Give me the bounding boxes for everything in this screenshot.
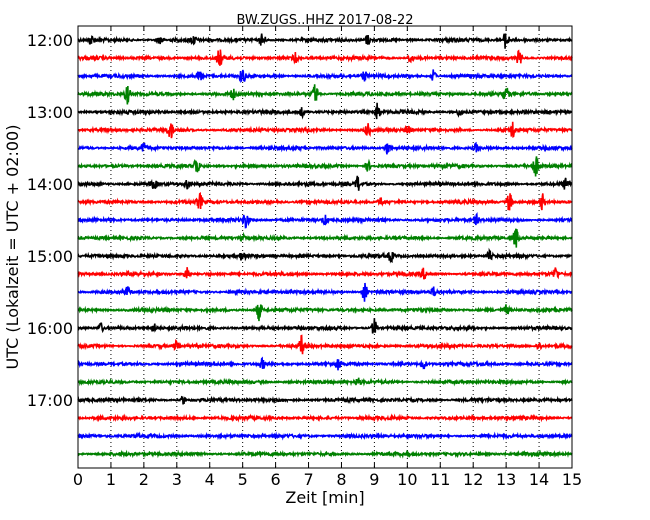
trace-line: [77, 282, 573, 302]
trace-line: [77, 156, 573, 177]
trace-line: [77, 33, 573, 49]
chart-title: BW.ZUGS..HHZ 2017-08-22: [236, 13, 413, 28]
y-tick-label: 17:00: [27, 391, 73, 410]
x-tick-label: 0: [73, 470, 83, 489]
x-tick-label: 8: [336, 470, 346, 489]
x-tick-label: 4: [205, 470, 215, 489]
x-tick-label: 13: [496, 470, 516, 489]
trace-line: [77, 304, 573, 322]
trace-line: [77, 49, 573, 66]
trace-line: [77, 356, 573, 371]
x-tick-label: 11: [430, 470, 450, 489]
x-tick-label: 9: [369, 470, 379, 489]
x-tick-label: 10: [397, 470, 417, 489]
x-tick-label: 7: [303, 470, 313, 489]
x-tick-label: 1: [106, 470, 116, 489]
trace-line: [77, 141, 573, 155]
x-tick-label: 15: [562, 470, 582, 489]
trace-line: [77, 102, 573, 120]
y-axis-label: UTC (Lokalzeit = UTC + 02:00): [3, 125, 22, 370]
trace-line: [77, 212, 573, 229]
x-axis-ticks: 0 1 2 3 4 5 6 7 8 9 10 11 12 13 14 15: [73, 26, 582, 489]
trace-line: [77, 395, 573, 405]
x-tick-label: 2: [139, 470, 149, 489]
trace-line: [77, 449, 573, 459]
y-tick-label: 13:00: [27, 103, 73, 122]
trace-line: [77, 377, 573, 387]
trace-line: [77, 267, 573, 280]
x-axis-label: Zeit [min]: [285, 488, 364, 507]
trace-line: [77, 413, 573, 423]
grid-lines: [110, 26, 540, 468]
y-tick-label: 16:00: [27, 319, 73, 338]
trace-line: [77, 192, 573, 211]
trace-line: [77, 318, 573, 334]
trace-line: [77, 69, 573, 83]
plot-frame: [77, 25, 573, 469]
y-tick-label: 12:00: [27, 31, 73, 50]
trace-line: [77, 121, 573, 139]
trace-line: [77, 84, 573, 105]
x-tick-label: 12: [463, 470, 483, 489]
y-axis-ticks: 12:00 13:00 14:00 15:00 16:00 17:00: [27, 31, 572, 410]
trace-line: [77, 175, 573, 191]
x-tick-label: 14: [529, 470, 549, 489]
trace-line: [77, 334, 573, 355]
y-tick-label: 15:00: [27, 247, 73, 266]
trace-line: [77, 247, 573, 264]
trace-line: [77, 228, 573, 248]
trace-line: [77, 431, 573, 441]
x-tick-label: 6: [271, 470, 281, 489]
y-tick-label: 14:00: [27, 175, 73, 194]
x-tick-label: 3: [172, 470, 182, 489]
x-tick-label: 5: [238, 470, 248, 489]
trace-group: [77, 33, 573, 459]
